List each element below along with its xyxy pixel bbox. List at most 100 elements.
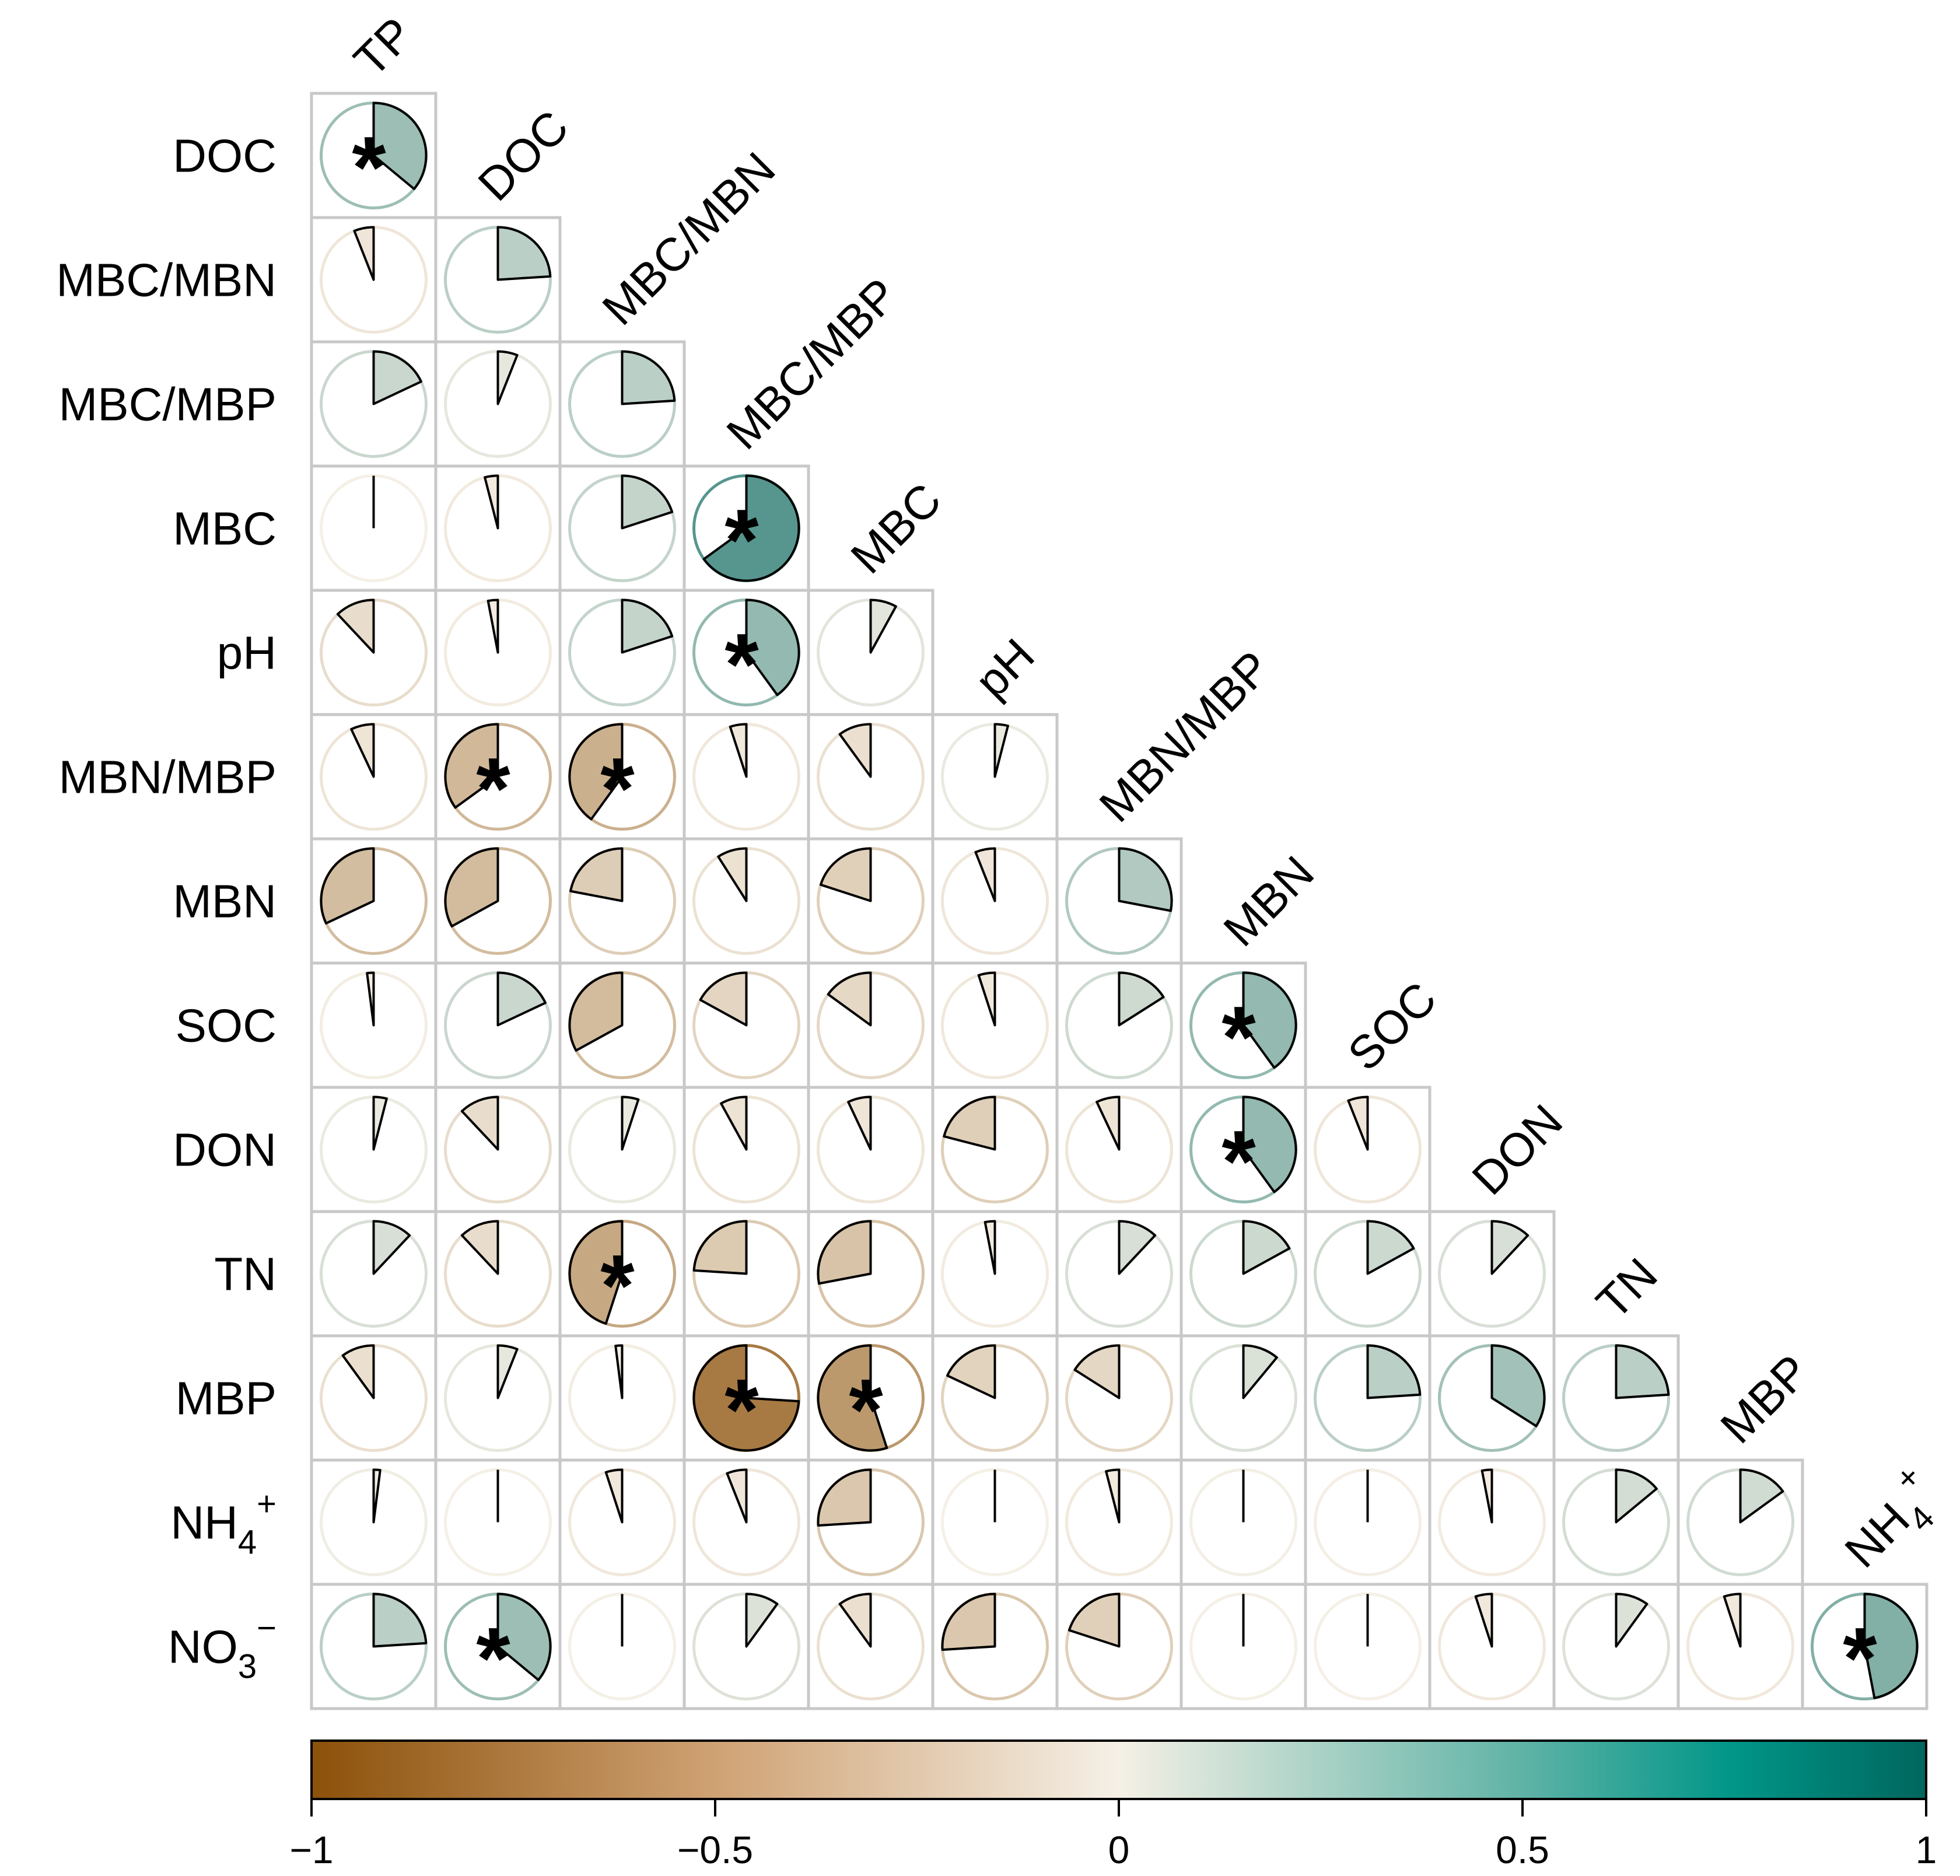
- corr-cell: *: [682, 464, 810, 592]
- corr-pie: [827, 971, 872, 1027]
- corr-cell: *: [807, 1334, 935, 1462]
- row-label: MBC/MBN: [56, 254, 276, 306]
- corr-pie: [993, 723, 1009, 778]
- corr-cell: [1304, 1086, 1432, 1213]
- corr-pie: [1739, 1468, 1784, 1524]
- corr-cell: [310, 340, 438, 468]
- row-label: NH4+: [170, 1485, 276, 1562]
- corr-cell: [434, 1210, 562, 1338]
- corr-pie: [946, 1344, 996, 1399]
- significance-marker: *: [1222, 988, 1256, 1086]
- corr-cell: [1055, 1086, 1183, 1213]
- corr-pie: [496, 1592, 552, 1681]
- corr-cell: [807, 961, 935, 1089]
- corr-cell: [434, 340, 562, 468]
- row-labels: DOC MBC/MBN MBC/MBP MBC pH MBN/MBP MBN SOC DON TN…: [56, 130, 276, 1686]
- column-label: MBC/MBP: [717, 268, 908, 459]
- corr-pie: [745, 1592, 779, 1648]
- corr-pie: [699, 971, 748, 1027]
- corr-cell: [931, 837, 1059, 965]
- corr-pie: [1118, 971, 1165, 1027]
- column-label: MBN: [1214, 846, 1324, 956]
- corr-cell: [558, 837, 686, 965]
- corr-pie: [621, 598, 674, 654]
- corr-cell: [1304, 1210, 1432, 1338]
- corr-cell: [1428, 1334, 1556, 1462]
- corr-pie: [372, 1096, 388, 1151]
- corr-cell: [1552, 1458, 1680, 1586]
- corr-pie: [817, 1344, 888, 1452]
- corr-cell: [310, 216, 438, 344]
- corr-pie: [941, 1592, 996, 1651]
- corr-cell: [434, 837, 562, 965]
- corr-cell: [931, 1583, 1059, 1710]
- corr-cell: [807, 837, 935, 965]
- corr-cell: [931, 961, 1059, 1089]
- significance-marker: *: [724, 491, 759, 589]
- row-label: DOC: [173, 130, 276, 182]
- colorbar-tick-label: 0: [1108, 1828, 1130, 1871]
- corr-cell: [1055, 1458, 1183, 1586]
- corr-cell: [434, 1334, 562, 1462]
- cell-border: [1304, 1583, 1432, 1710]
- corr-cell: [1304, 1334, 1432, 1462]
- column-label: TP: [344, 8, 423, 86]
- corr-cell: [434, 216, 562, 344]
- corr-pie: [1490, 1344, 1546, 1427]
- corr-cell: [310, 464, 438, 592]
- corr-cell: [434, 464, 562, 592]
- corr-cell: *: [1180, 961, 1307, 1089]
- column-label: NH4+: [1826, 1457, 1955, 1586]
- corr-cell: [558, 1458, 686, 1586]
- corr-pie: [726, 1468, 748, 1524]
- corr-cell: [1676, 1458, 1804, 1586]
- corr-cell: [310, 589, 438, 716]
- corr-cell: [1180, 1334, 1307, 1462]
- corr-cell: [558, 1334, 686, 1462]
- corr-pie: [372, 1592, 428, 1648]
- corr-pie: [1242, 1096, 1297, 1194]
- corr-cell: [310, 713, 438, 841]
- corr-cell: [558, 589, 686, 716]
- corr-pie: [484, 474, 499, 530]
- corr-cell: [807, 1458, 935, 1586]
- row-label: MBN: [173, 876, 276, 928]
- column-label: pH: [965, 629, 1044, 708]
- corr-pie: [460, 1096, 499, 1151]
- corr-cell: [558, 464, 686, 592]
- corr-cell: *: [434, 713, 562, 841]
- corr-pie: [977, 971, 996, 1027]
- corr-pie: [1118, 847, 1173, 912]
- corr-pie: [817, 1220, 872, 1285]
- corr-cell: [682, 1086, 810, 1213]
- corr-cell: *: [558, 713, 686, 841]
- row-label: MBC: [173, 503, 276, 555]
- corr-cell: [310, 961, 438, 1089]
- corr-cell: [931, 713, 1059, 841]
- corr-cell: [807, 713, 935, 841]
- corr-pie: [569, 847, 624, 902]
- significance-marker: *: [1843, 1609, 1877, 1707]
- column-label: MBP: [1711, 1345, 1819, 1454]
- row-label: MBC/MBP: [59, 379, 276, 430]
- column-label: SOC: [1338, 972, 1447, 1081]
- corr-pie: [496, 350, 519, 405]
- column-label: DON: [1462, 1094, 1573, 1205]
- corr-cell: *: [1801, 1583, 1929, 1710]
- corr-pie: [847, 1096, 872, 1151]
- corr-pie: [568, 1220, 624, 1325]
- column-label: MBC/MBN: [593, 142, 785, 335]
- corr-pie: [350, 723, 375, 778]
- corr-pie: [1863, 1592, 1919, 1699]
- row-label: DON: [173, 1124, 276, 1176]
- corr-cell: [807, 1210, 935, 1338]
- significance-marker: *: [849, 1361, 883, 1459]
- corr-pie: [372, 1468, 382, 1524]
- corr-cell: [434, 589, 562, 716]
- matrix-cells: * * * * * * * * * * * *: [310, 92, 1929, 1710]
- corr-pie: [984, 1220, 996, 1275]
- corr-cell: [1552, 1583, 1680, 1710]
- corr-pie: [1615, 1344, 1670, 1399]
- corr-pie: [496, 971, 547, 1027]
